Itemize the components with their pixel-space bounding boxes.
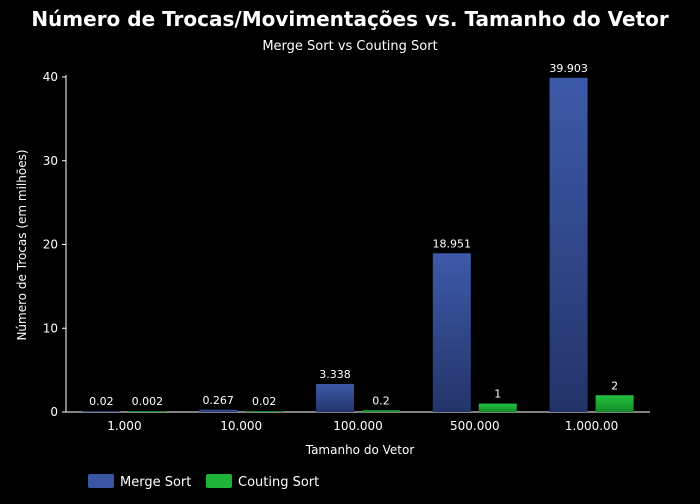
bar-merge-sort	[82, 411, 121, 412]
data-label: 0.02	[252, 395, 277, 408]
x-tick-label: 1.000.00	[565, 419, 618, 433]
y-tick-label: 0	[50, 405, 58, 419]
y-tick-label: 10	[43, 321, 58, 335]
bar-merge-sort	[199, 409, 238, 412]
chart-subtitle: Merge Sort vs Couting Sort	[262, 39, 437, 54]
data-labels: 0.02 0.002 0.267 0.02 3.338 0.2 18.951 1 39.903 2	[89, 62, 618, 408]
legend-swatch	[88, 474, 114, 488]
data-label: 18.951	[433, 237, 472, 250]
legend: Merge Sort Couting Sort	[88, 474, 319, 490]
bar-couting-sort	[128, 411, 167, 412]
data-label: 0.267	[202, 394, 234, 407]
x-axis-label: Tamanho do Vetor	[305, 443, 415, 457]
y-tick-label: 40	[43, 70, 58, 84]
bar-couting-sort	[245, 411, 284, 412]
data-label: 3.338	[319, 368, 351, 381]
data-label: 39.903	[549, 62, 588, 75]
bar-merge-sort	[549, 77, 588, 412]
y-axis-label: Número de Trocas (em milhões)	[15, 149, 29, 340]
x-tick-label: 100.000	[333, 419, 383, 433]
bars	[82, 77, 634, 412]
y-tick-label: 30	[43, 154, 58, 168]
data-label: 0.002	[132, 395, 164, 408]
data-label: 2	[611, 379, 618, 392]
bar-couting-sort	[595, 395, 634, 412]
y-tick-label: 20	[43, 238, 58, 252]
x-tick-label: 1.000	[107, 419, 141, 433]
chart-title: Número de Trocas/Movimentações vs. Taman…	[31, 7, 669, 31]
bar-merge-sort	[316, 384, 354, 412]
bar-couting-sort	[478, 403, 517, 412]
axes: 0 10 20 30 40 1.000 10.000 100.000 500.000 1.000.…	[43, 70, 650, 433]
legend-swatch	[206, 474, 232, 488]
x-tick-label: 500.000	[450, 419, 500, 433]
bar-couting-sort	[362, 410, 400, 412]
x-tick-label: 10.000	[220, 419, 262, 433]
data-label: 0.2	[372, 394, 390, 407]
legend-label: Merge Sort	[120, 475, 191, 490]
legend-label: Couting Sort	[238, 475, 319, 490]
data-label: 1	[494, 388, 501, 401]
data-label: 0.02	[89, 395, 114, 408]
bar-merge-sort	[432, 253, 471, 412]
